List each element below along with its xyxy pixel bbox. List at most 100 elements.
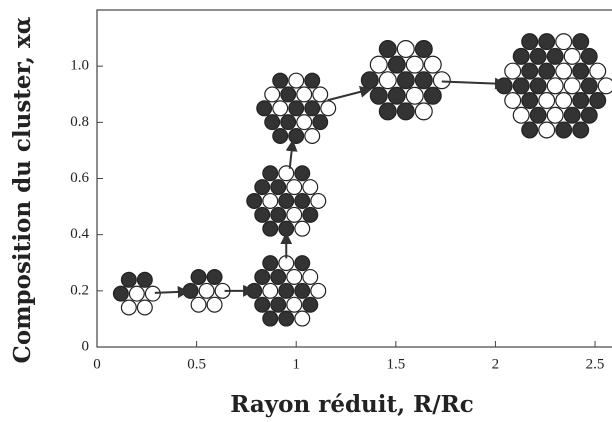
atom <box>432 71 451 90</box>
atom <box>270 179 287 196</box>
atom <box>521 92 539 110</box>
atom <box>254 206 271 223</box>
x-tick-label: 0.5 <box>187 356 206 372</box>
atom <box>580 47 598 65</box>
atom <box>272 100 289 117</box>
atom <box>589 62 607 80</box>
atom <box>270 206 287 223</box>
atom <box>288 72 305 89</box>
atom <box>294 282 311 299</box>
atom <box>262 310 279 327</box>
atom <box>369 55 388 74</box>
atom <box>246 192 263 209</box>
y-tick-label: 0.4 <box>70 226 89 242</box>
atom <box>278 282 295 299</box>
atom <box>529 77 547 95</box>
atom <box>369 86 388 105</box>
atom <box>288 128 305 145</box>
atom <box>278 165 295 182</box>
atom <box>262 255 279 272</box>
cluster <box>182 268 231 313</box>
atom <box>572 121 590 139</box>
atom <box>270 296 287 313</box>
atom <box>423 86 442 105</box>
atom <box>294 165 311 182</box>
atom <box>302 268 319 285</box>
atom <box>396 102 415 121</box>
atom <box>264 86 281 103</box>
atom <box>396 71 415 90</box>
atom <box>387 55 406 74</box>
atom <box>286 296 303 313</box>
atom <box>580 77 598 95</box>
atom <box>136 271 153 288</box>
cluster <box>246 165 327 237</box>
atom <box>512 106 530 124</box>
arrow <box>441 77 507 90</box>
y-tick-label: 0 <box>82 338 90 354</box>
atom <box>512 47 530 65</box>
y-tick-label: 0.2 <box>70 282 89 298</box>
atom <box>198 282 215 299</box>
atom <box>272 72 289 89</box>
atom <box>286 206 303 223</box>
atom <box>302 296 319 313</box>
atom <box>302 179 319 196</box>
atom <box>414 102 433 121</box>
atom <box>521 121 539 139</box>
atom <box>262 192 279 209</box>
atom <box>262 282 279 299</box>
atom <box>529 47 547 65</box>
atom <box>206 296 223 313</box>
atom <box>302 206 319 223</box>
atom <box>294 192 311 209</box>
atom <box>423 55 442 74</box>
atom <box>254 179 271 196</box>
atom <box>320 100 337 117</box>
atom <box>304 128 321 145</box>
atom <box>538 92 556 110</box>
atom <box>136 299 153 316</box>
atom <box>589 92 607 110</box>
atom <box>546 77 564 95</box>
atom <box>555 121 573 139</box>
atom <box>360 71 379 90</box>
atom <box>414 71 433 90</box>
atom <box>128 285 145 302</box>
atom <box>538 33 556 51</box>
atom <box>112 285 129 302</box>
cluster <box>360 40 451 121</box>
atom <box>572 92 590 110</box>
cluster <box>246 255 327 327</box>
atom <box>378 71 397 90</box>
atom <box>286 268 303 285</box>
atom <box>414 40 433 59</box>
atom <box>256 100 273 117</box>
atom <box>529 106 547 124</box>
atom <box>120 299 137 316</box>
x-tick-label: 1.5 <box>386 356 405 372</box>
x-tick-label: 1 <box>292 356 300 372</box>
atom <box>405 55 424 74</box>
atom <box>120 271 137 288</box>
atom <box>190 268 207 285</box>
atom <box>296 114 313 131</box>
atom <box>262 220 279 237</box>
atom <box>546 106 564 124</box>
x-tick-label: 2 <box>492 356 500 372</box>
atom <box>280 114 297 131</box>
atom <box>206 268 223 285</box>
atom <box>312 114 329 131</box>
atom <box>546 47 564 65</box>
y-tick-label: 1.0 <box>70 58 89 74</box>
atom <box>504 92 522 110</box>
atom <box>190 296 207 313</box>
atom <box>304 100 321 117</box>
atom <box>538 62 556 80</box>
y-tick-label: 0.6 <box>70 170 89 186</box>
atom <box>378 40 397 59</box>
y-axis-label: Composition du cluster, xα <box>9 16 36 363</box>
atom <box>405 86 424 105</box>
y-tick-label: 0.8 <box>70 114 89 130</box>
